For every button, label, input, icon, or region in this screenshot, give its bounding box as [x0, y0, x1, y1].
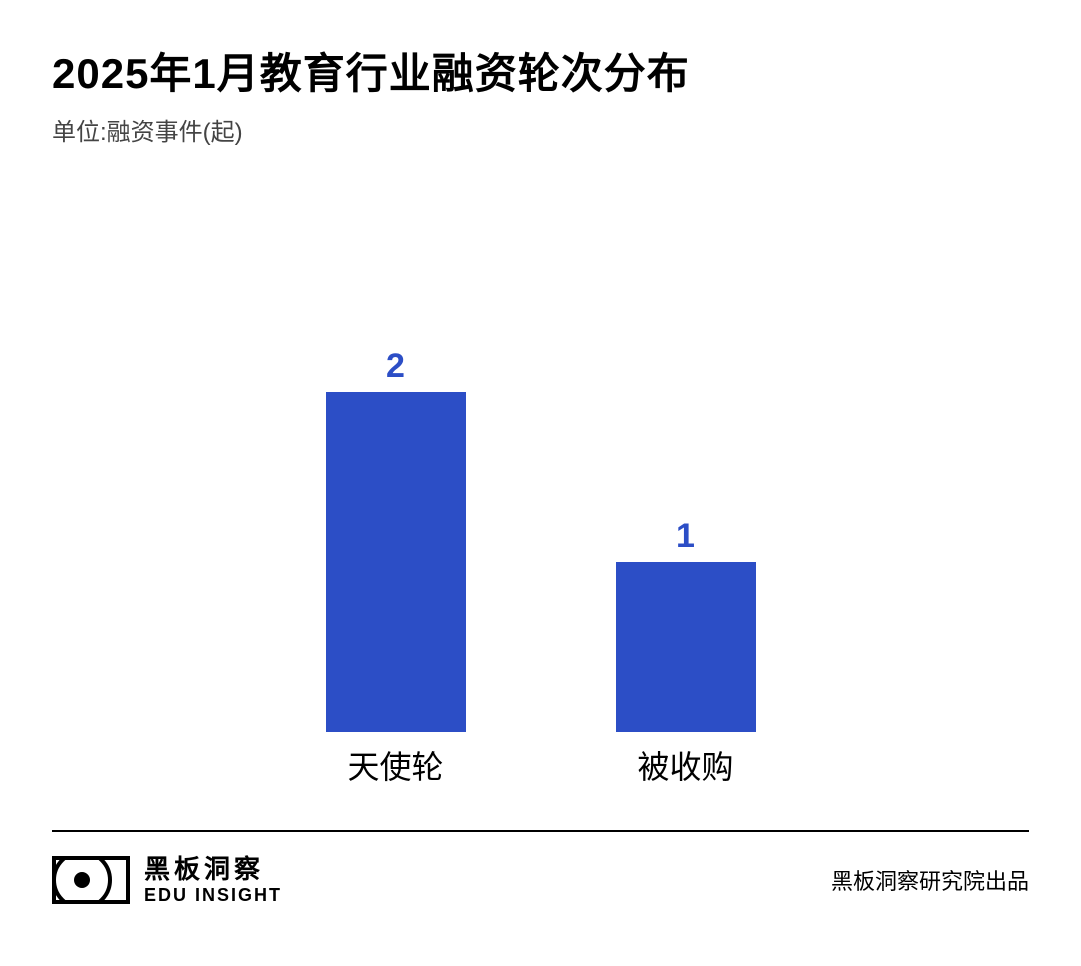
footer-divider	[52, 830, 1029, 832]
eye-icon	[52, 856, 130, 904]
brand-text: 黑板洞察 EDU INSIGHT	[144, 855, 282, 906]
chart-frame: 2025年1月教育行业融资轮次分布 单位:融资事件(起) 2天使轮1被收购 黑板…	[8, 8, 1073, 950]
chart-title: 2025年1月教育行业融资轮次分布	[52, 40, 690, 101]
bar-rect	[326, 392, 466, 732]
footer: 黑板洞察 EDU INSIGHT 黑板洞察研究院出品	[52, 850, 1029, 910]
credit-text: 黑板洞察研究院出品	[831, 864, 1029, 896]
bar-category-label: 被收购	[637, 742, 733, 788]
brand-logo: 黑板洞察 EDU INSIGHT	[52, 855, 282, 906]
bar-container: 2天使轮 1被收购	[52, 212, 1029, 732]
bar-group: 1被收购	[616, 517, 756, 732]
bar-group: 2天使轮	[326, 347, 466, 732]
chart-plot-area: 2天使轮1被收购	[52, 188, 1029, 788]
brand-name-cn: 黑板洞察	[144, 855, 282, 885]
bar-rect	[616, 562, 756, 732]
bar-value-label: 2	[386, 347, 405, 386]
bar-value-label: 1	[676, 517, 695, 556]
chart-subtitle: 单位:融资事件(起)	[52, 112, 243, 147]
brand-name-en: EDU INSIGHT	[144, 885, 282, 906]
bar-category-label: 天使轮	[347, 742, 443, 788]
